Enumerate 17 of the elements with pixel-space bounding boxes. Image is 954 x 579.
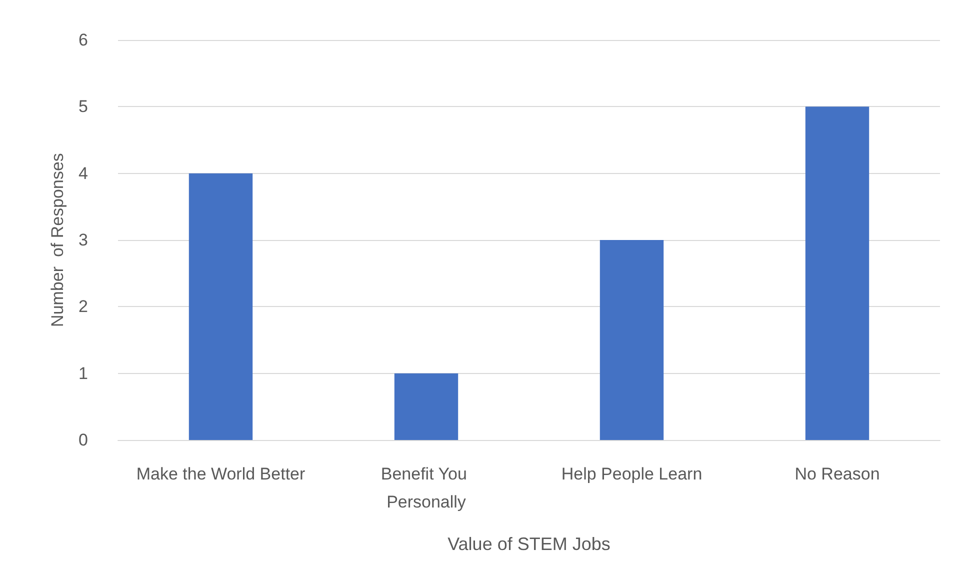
y-tick-label: 2: [78, 297, 88, 316]
x-tick-label: No Reason: [794, 464, 880, 484]
x-tick-label: Make the World Better: [136, 464, 306, 484]
y-tick-label: 4: [78, 164, 88, 183]
y-axis-title: Number of Responses: [48, 153, 67, 327]
y-tick-label: 1: [78, 364, 88, 383]
x-axis-title: Value of STEM Jobs: [448, 534, 610, 554]
x-tick-label: Benefit You Personally: [380, 464, 472, 512]
y-tick-label: 3: [78, 230, 88, 250]
bar: [600, 240, 664, 440]
y-tick-label: 5: [78, 97, 88, 116]
bar: [394, 373, 458, 440]
y-tick-label: 0: [78, 430, 88, 450]
x-tick-label: Help People Learn: [561, 464, 702, 484]
bar: [188, 173, 253, 440]
y-tick-label: 6: [78, 30, 88, 50]
bar: [805, 106, 870, 440]
